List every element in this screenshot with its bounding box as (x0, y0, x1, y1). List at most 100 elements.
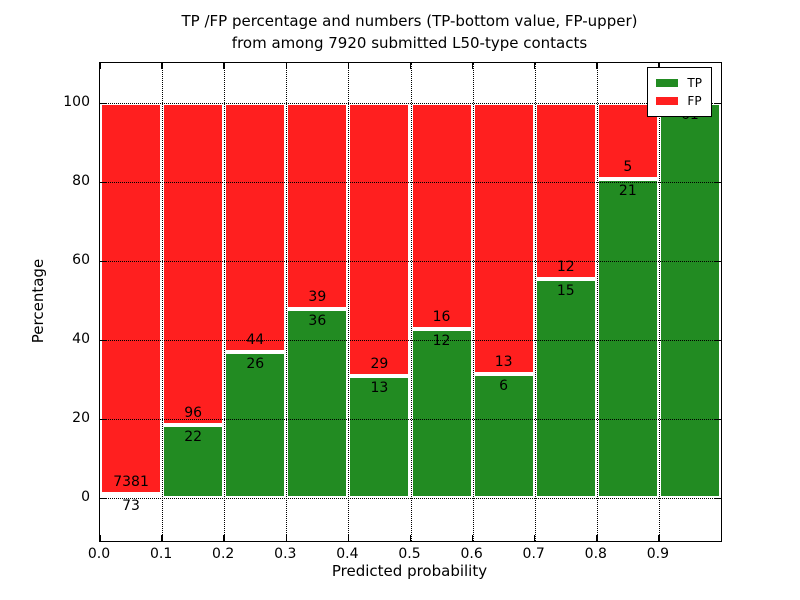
y-tick-label: 100 (63, 94, 90, 111)
x-tickmark-top (99, 63, 101, 69)
fp-count-label: 7381 (113, 474, 149, 491)
fp-count-label: 39 (308, 288, 327, 305)
tp-count-label: 21 (618, 183, 637, 200)
chart-title-line2: from among 7920 submitted L50-type conta… (231, 34, 588, 52)
chart-title: TP /FP percentage and numbers (TP-bottom… (99, 10, 720, 54)
tp-color-swatch (656, 79, 679, 87)
bar-segment-fp (472, 103, 535, 374)
plot-area: 73817396224426393629131612136121552161 (99, 62, 722, 542)
x-tickmark-top (161, 63, 163, 69)
vertical-gridline (348, 63, 350, 541)
tp-count-label: 6 (499, 377, 509, 394)
x-tickmark-bottom (347, 535, 350, 541)
x-tickmark-top (347, 63, 350, 69)
x-tick-label: 0.9 (646, 546, 670, 562)
bar-segment-fp (534, 103, 597, 279)
tp-count-label: 36 (308, 312, 327, 329)
x-tickmark-bottom (99, 535, 101, 541)
y-tickmark-right (715, 497, 721, 500)
vertical-gridline (162, 63, 164, 541)
x-tick-label: 0.8 (584, 546, 607, 562)
tp-count-label: 15 (556, 282, 575, 299)
vertical-gridline (472, 63, 474, 541)
legend-entry-fp: FP (656, 92, 702, 110)
y-tick-label: 40 (72, 331, 90, 348)
bar-segment-tp (596, 179, 659, 499)
tp-count-label: 26 (246, 355, 265, 372)
bar-segment-tp (348, 376, 411, 499)
x-tickmark-top (658, 63, 660, 69)
bar-segment-fp (224, 103, 287, 352)
bar-segment-tp (286, 308, 349, 499)
x-tick-label: 0.0 (87, 546, 111, 562)
y-tickmark-left (100, 497, 106, 500)
vertical-gridline (224, 63, 226, 541)
x-tickmark-bottom (285, 535, 288, 541)
x-tickmark-top (471, 63, 474, 69)
bar-segment-tp (534, 278, 597, 499)
fp-count-label: 12 (556, 258, 575, 275)
bar-segment-tp (410, 329, 473, 499)
vertical-gridline (658, 63, 660, 541)
vertical-gridline (534, 63, 536, 541)
vertical-gridline (410, 63, 412, 541)
x-tickmark-bottom (161, 535, 163, 541)
tp-count-label: 73 (122, 498, 140, 515)
y-tickmark-left (100, 102, 106, 105)
y-tick-label: 0 (81, 489, 90, 506)
fp-count-label: 44 (246, 331, 265, 348)
tp-count-label: 12 (432, 333, 451, 350)
y-tickmark-right (715, 181, 721, 184)
x-tick-label: 0.2 (212, 546, 235, 562)
x-tickmark-top (223, 63, 225, 69)
legend: TP FP (647, 67, 712, 117)
x-tick-label: 0.3 (274, 546, 297, 562)
bar-segment-tp (658, 103, 721, 499)
x-tickmark-top (409, 63, 412, 69)
x-tickmark-bottom (471, 535, 474, 541)
x-tick-label: 0.1 (149, 546, 173, 562)
x-tickmark-top (285, 63, 288, 69)
y-tickmark-left (100, 418, 106, 421)
y-tickmark-left (100, 181, 106, 184)
y-tickmark-right (715, 418, 721, 421)
fp-count-label: 13 (494, 353, 513, 370)
x-axis-label: Predicted probability (331, 562, 488, 580)
fp-color-swatch (656, 97, 679, 105)
bar-segment-tp (162, 424, 225, 499)
legend-entry-tp: TP (656, 74, 702, 92)
bar-segment-fp (100, 103, 163, 495)
y-tickmark-left (100, 339, 106, 342)
bar-segment-fp (348, 103, 411, 377)
x-tickmark-top (533, 63, 536, 69)
legend-label-tp: TP (687, 76, 702, 90)
bar-segment-tp (224, 351, 287, 499)
x-tickmark-bottom (596, 535, 598, 541)
tp-count-label: 13 (370, 380, 389, 397)
x-tickmark-bottom (533, 535, 536, 541)
x-tickmark-bottom (658, 535, 660, 541)
y-tick-label: 20 (72, 410, 90, 427)
fp-count-label: 96 (184, 404, 203, 421)
x-tickmark-bottom (409, 535, 412, 541)
fp-count-label: 5 (623, 159, 633, 176)
legend-label-fp: FP (687, 94, 702, 108)
bar-segment-tp (100, 494, 163, 499)
y-tickmark-left (100, 260, 106, 263)
x-tick-label: 0.5 (398, 546, 421, 562)
vertical-gridline (286, 63, 288, 541)
y-tickmark-right (715, 339, 721, 342)
bar-segment-fp (162, 103, 225, 425)
x-tick-label: 0.4 (336, 546, 359, 562)
tp-count-label: 22 (184, 428, 203, 445)
vertical-gridline (596, 63, 598, 541)
y-tick-label: 80 (72, 173, 90, 190)
y-tickmark-right (715, 260, 721, 263)
chart-title-line1: TP /FP percentage and numbers (TP-bottom… (181, 12, 638, 30)
x-tickmark-bottom (223, 535, 225, 541)
y-tick-label: 60 (72, 252, 90, 269)
bar-segment-tp (472, 373, 535, 499)
x-tick-label: 0.6 (460, 546, 483, 562)
y-tickmark-right (715, 102, 721, 105)
